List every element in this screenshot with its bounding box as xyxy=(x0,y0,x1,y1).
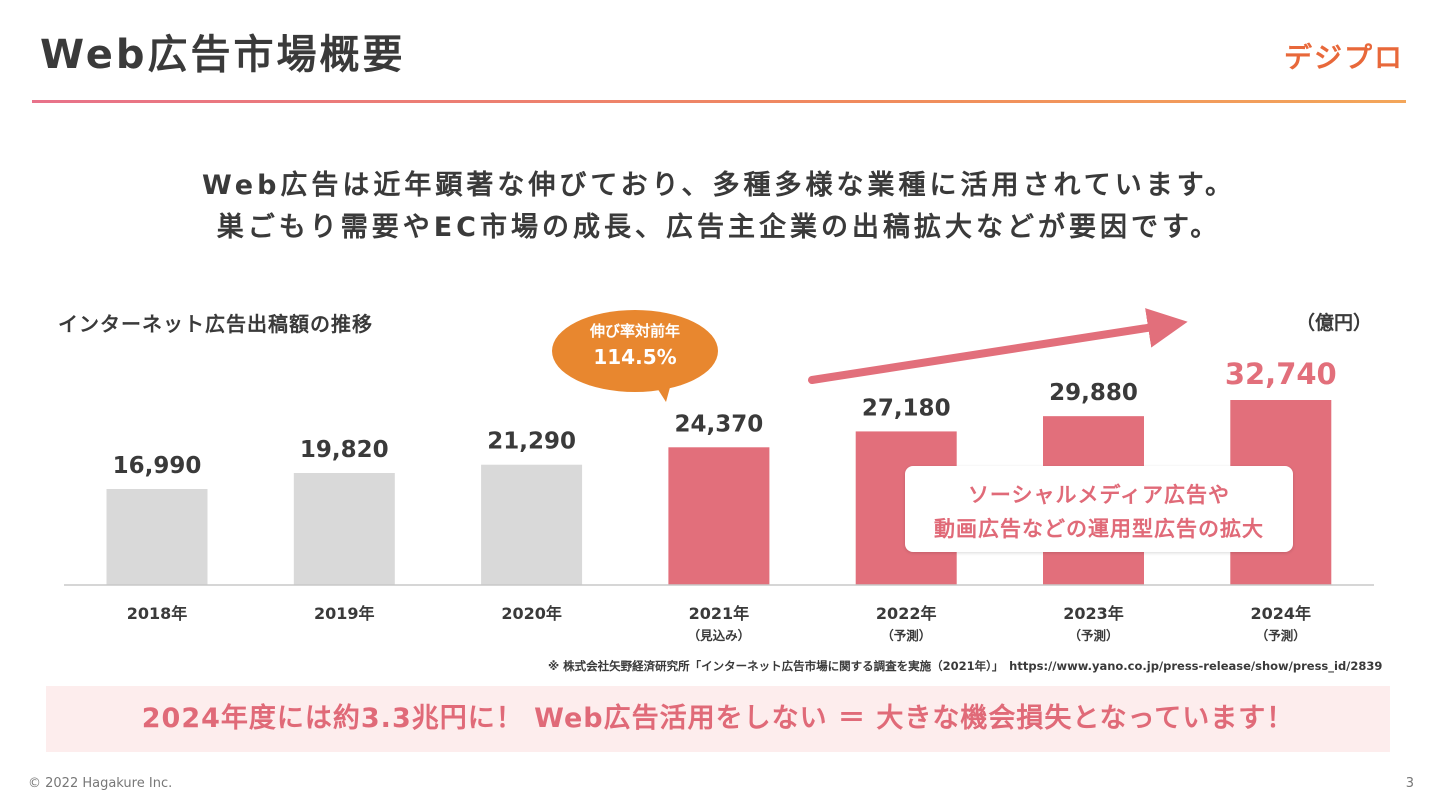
page-number: 3 xyxy=(1405,776,1414,791)
chart-title: インターネット広告出稿額の推移 xyxy=(58,312,373,336)
value-label: 16,990 xyxy=(113,453,202,479)
callout-line-2: 動画広告などの運用型広告の拡大 xyxy=(934,517,1264,541)
category-label: 2023年 xyxy=(1063,604,1124,623)
bar-2020年 xyxy=(481,464,583,585)
bar-2021年 xyxy=(668,447,770,585)
conclusion-banner: 2024年度には約3.3兆円に！ Web広告活用をしない ＝ 大きな機会損失とな… xyxy=(46,686,1390,752)
growth-rate-bubble: 伸び率対前年 114.5% xyxy=(552,310,718,392)
lead-text-line-1: Web広告は近年顕著な伸びており、多種多様な業種に活用されています。 xyxy=(201,170,1237,201)
growth-arrow xyxy=(808,308,1188,384)
category-sublabel: （予測） xyxy=(881,628,931,643)
growth-rate-value: 114.5% xyxy=(593,345,677,369)
header-divider xyxy=(32,100,1406,103)
category-sublabel: （予測） xyxy=(1256,628,1306,643)
value-label: 29,880 xyxy=(1049,380,1138,406)
value-label: 24,370 xyxy=(675,411,764,437)
lead-text-line-2: 巣ごもり需要やEC市場の成長、広告主企業の出稿拡大などが要因です。 xyxy=(216,212,1222,243)
conclusion-text: 2024年度には約3.3兆円に！ Web広告活用をしない ＝ 大きな機会損失とな… xyxy=(141,703,1295,734)
value-label: 27,180 xyxy=(862,395,951,421)
bubble-tail xyxy=(652,380,672,402)
source-note: ※ 株式会社矢野経済研究所「インターネット広告市場に関する調査を実施（2021年… xyxy=(548,659,1383,673)
category-label: 2020年 xyxy=(501,604,562,623)
growth-rate-label: 伸び率対前年 xyxy=(589,322,680,340)
bar-2019年 xyxy=(293,473,395,585)
category-label: 2018年 xyxy=(127,604,188,623)
page-title: Web広告市場概要 xyxy=(40,32,406,78)
category-sublabel: （予測） xyxy=(1068,628,1118,643)
callout-box: ソーシャルメディア広告や 動画広告などの運用型広告の拡大 xyxy=(905,466,1293,552)
value-label: 19,820 xyxy=(300,437,389,463)
copyright: © 2022 Hagakure Inc. xyxy=(28,776,173,791)
category-label: 2021年 xyxy=(689,604,750,623)
value-label: 32,740 xyxy=(1225,357,1337,391)
brand-logo: デジプロ xyxy=(1283,41,1404,74)
chart-unit-label: （億円） xyxy=(1296,312,1373,334)
category-label: 2024年 xyxy=(1251,604,1312,623)
category-label: 2019年 xyxy=(314,604,375,623)
bar-2018年 xyxy=(106,488,208,585)
category-sublabel: （見込み） xyxy=(688,628,751,643)
category-label: 2022年 xyxy=(876,604,937,623)
callout-line-1: ソーシャルメディア広告や xyxy=(967,483,1231,507)
value-label: 21,290 xyxy=(487,429,576,455)
